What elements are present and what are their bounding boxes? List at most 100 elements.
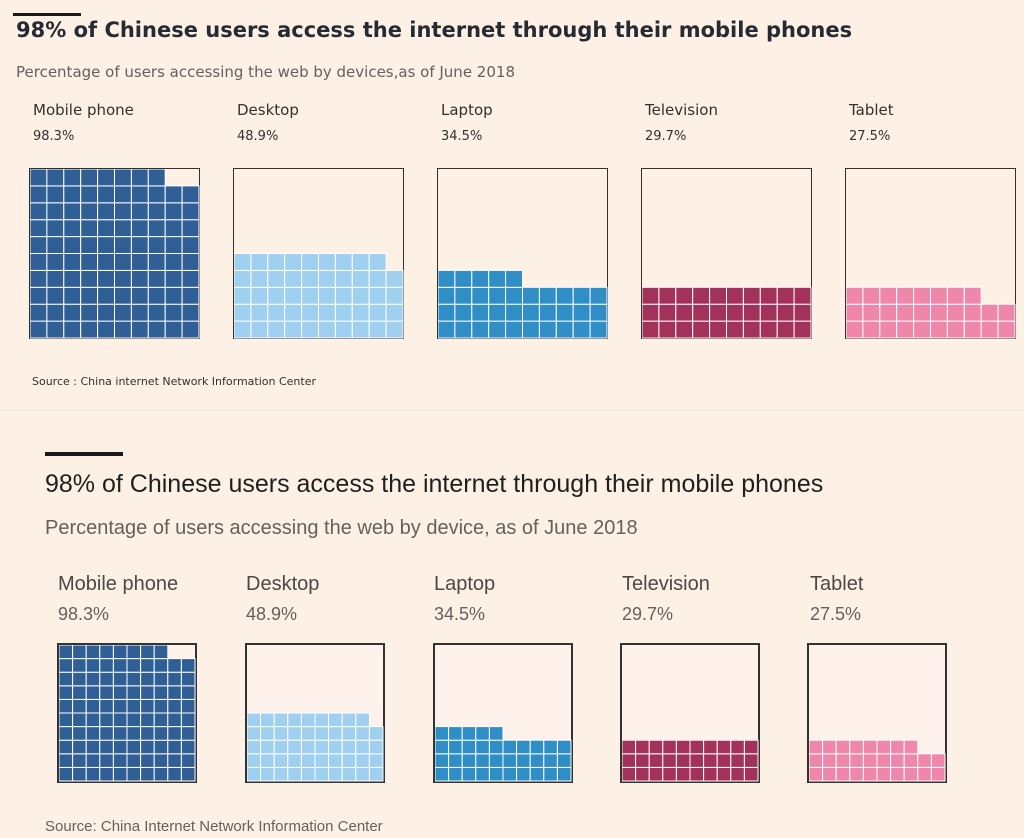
waffle-cell <box>642 303 660 322</box>
waffle-cell <box>85 726 101 741</box>
waffle-cell <box>114 303 132 322</box>
waffle-cell <box>488 726 504 741</box>
waffle-cell <box>63 219 82 238</box>
waffle-cell <box>46 219 65 238</box>
waffle-cell <box>846 320 864 339</box>
waffle-cell <box>63 286 82 305</box>
waffle-cell <box>164 269 183 288</box>
waffle-cell <box>435 766 450 782</box>
waffle-value-desktop: 48.9% <box>246 604 298 624</box>
waffle-cell <box>809 766 824 782</box>
waffle-cell <box>97 219 115 238</box>
waffle-cell <box>250 320 269 339</box>
waffle-cell <box>438 286 456 305</box>
waffle-chart-television <box>622 739 759 782</box>
waffle-cell <box>99 698 114 714</box>
waffle-cell <box>181 320 200 339</box>
waffle-chart-tablet <box>809 739 946 782</box>
waffle-cell <box>180 766 196 782</box>
waffle-cell <box>97 303 115 322</box>
waffle-cell <box>114 202 132 221</box>
waffle-cell <box>862 286 881 305</box>
waffle-cell <box>287 726 302 741</box>
waffle-cell <box>112 739 128 755</box>
waffle-cell <box>180 658 196 673</box>
waffle-cell <box>181 202 200 221</box>
waffle-cell <box>126 766 142 782</box>
waffle-cell <box>63 236 82 254</box>
waffle-cell <box>153 766 169 782</box>
waffle-cell <box>318 320 336 339</box>
waffle-cell <box>703 739 718 755</box>
waffle-cell <box>675 739 691 755</box>
chart-subtitle: Percentage of users accessing the web by… <box>45 517 638 539</box>
waffle-cell <box>742 286 761 305</box>
waffle-value-tablet: 27.5% <box>810 604 862 624</box>
waffle-cell <box>300 753 316 768</box>
waffle-cell <box>164 236 183 254</box>
waffle-cell <box>846 286 864 305</box>
waffle-cell <box>448 739 463 755</box>
waffle-cell <box>355 753 370 768</box>
waffle-cell <box>85 685 101 700</box>
waffle-cell <box>59 645 74 660</box>
waffle-cell <box>538 303 557 322</box>
waffle-value-mobile-phone: 98.3% <box>33 129 75 144</box>
waffle-cell <box>822 766 837 782</box>
waffle-cell <box>385 303 404 322</box>
waffle-cell <box>301 253 319 271</box>
waffle-cell <box>59 766 74 782</box>
waffle-cell <box>30 320 48 339</box>
waffle-cell <box>130 236 149 254</box>
waffle-cell <box>642 320 660 339</box>
waffle-cell <box>314 739 330 755</box>
waffle-cell <box>140 739 155 755</box>
waffle-cell <box>505 286 523 305</box>
waffle-cell <box>99 658 114 673</box>
waffle-cell <box>341 766 357 782</box>
waffle-box-desktop <box>245 643 385 783</box>
waffle-cell <box>658 303 677 322</box>
waffle-label-tablet: Tablet <box>849 101 894 119</box>
waffle-cell <box>63 253 82 271</box>
waffle-cell <box>63 185 82 204</box>
waffle-cell <box>622 766 637 782</box>
waffle-cell <box>180 739 196 755</box>
waffle-cell <box>80 169 99 187</box>
waffle-cell <box>368 320 387 339</box>
waffle-cell <box>692 303 711 322</box>
waffle-cell <box>30 169 48 187</box>
waffle-cell <box>846 303 864 322</box>
waffle-cell <box>454 303 473 322</box>
waffle-cell <box>267 320 286 339</box>
waffle-cell <box>556 753 572 768</box>
waffle-cell <box>368 726 384 741</box>
waffle-cell <box>300 712 316 728</box>
waffle-value-television: 29.7% <box>622 604 674 624</box>
waffle-cell <box>97 320 115 339</box>
waffle-cell <box>59 685 74 700</box>
waffle-cell <box>250 269 269 288</box>
waffle-cell <box>99 766 114 782</box>
waffle-cell <box>112 645 128 660</box>
waffle-cell <box>743 739 759 755</box>
waffle-cell <box>946 303 965 322</box>
waffle-cell <box>488 286 507 305</box>
waffle-cell <box>913 286 931 305</box>
waffle-cell <box>368 766 384 782</box>
waffle-cell <box>334 320 353 339</box>
waffle-label-television: Television <box>645 101 718 119</box>
waffle-cell <box>930 766 946 782</box>
waffle-cell <box>99 739 114 755</box>
waffle-cell <box>461 739 477 755</box>
waffle-cell <box>153 698 169 714</box>
waffle-cell <box>522 320 540 339</box>
waffle-cell <box>97 185 115 204</box>
waffle-cell <box>167 698 182 714</box>
waffle-cell <box>716 766 732 782</box>
waffle-cell <box>743 753 759 768</box>
waffle-cell <box>126 685 142 700</box>
waffle-cell <box>822 739 837 755</box>
waffle-cell <box>167 726 182 741</box>
waffle-cell <box>167 658 182 673</box>
